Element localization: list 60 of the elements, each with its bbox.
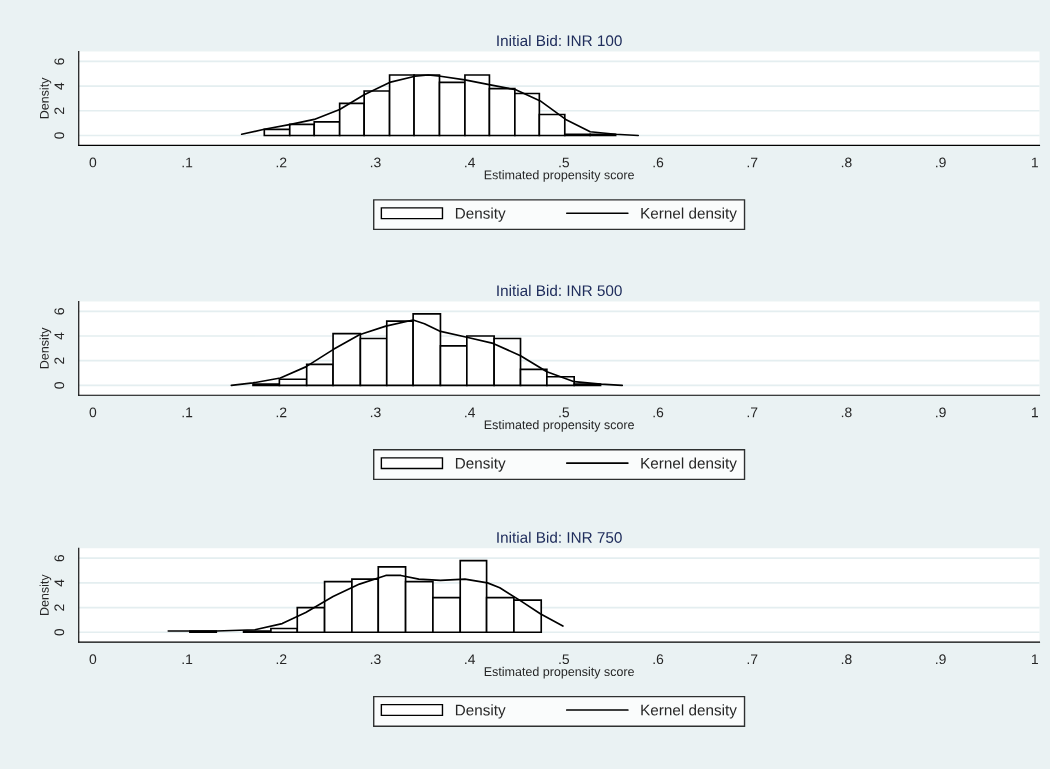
x-tick-label: .6 (653, 654, 664, 665)
y-axis-title: Density (39, 574, 52, 616)
chart-title: Initial Bid: INR 100 (497, 34, 622, 47)
x-tick-label: .3 (370, 654, 381, 665)
y-tick-label: 6 (54, 58, 65, 65)
y-axis-title: Density (39, 327, 52, 369)
chart-title: Initial Bid: INR 500 (497, 284, 622, 297)
y-tick-label: 2 (54, 357, 65, 364)
y-tick-label: 0 (54, 132, 65, 139)
legend-label: Density (455, 207, 506, 222)
x-tick-label: .2 (276, 407, 287, 418)
x-tick-label: .7 (747, 407, 758, 418)
x-tick-label: .2 (276, 654, 287, 664)
x-tick-label: .9 (936, 654, 946, 665)
x-tick-label: 1 (1031, 157, 1038, 168)
legend-label: Kernel density (641, 704, 737, 719)
x-tick-label: 0 (89, 157, 97, 168)
x-tick-label: .1 (182, 654, 193, 664)
legend-label: Density (455, 704, 506, 719)
x-tick-label: .1 (182, 407, 193, 418)
x-tick-label: .4 (465, 654, 476, 664)
y-tick-label: 2 (54, 107, 65, 114)
legend-label: Kernel density (641, 457, 737, 472)
x-tick-label: .4 (465, 407, 476, 418)
y-tick-label: 0 (54, 382, 65, 389)
x-axis-title: Estimated propensity score (484, 420, 634, 432)
x-tick-label: .9 (936, 157, 946, 168)
chart-title: Initial Bid: INR 750 (497, 531, 622, 543)
x-tick-label: .7 (747, 654, 758, 664)
x-tick-label: .8 (841, 157, 852, 168)
x-axis-title: Estimated propensity score (484, 170, 634, 182)
x-tick-label: .3 (370, 157, 381, 168)
legend-label: Kernel density (641, 207, 737, 222)
x-tick-label: 0 (89, 407, 97, 418)
x-tick-label: 1 (1031, 407, 1038, 418)
y-tick-label: 6 (54, 554, 65, 562)
x-tick-label: .5 (559, 407, 570, 418)
x-tick-label: .7 (747, 157, 758, 168)
y-tick-label: 2 (54, 604, 65, 611)
x-tick-label: .1 (182, 157, 193, 168)
x-axis-title: Estimated propensity score (484, 666, 634, 679)
x-tick-label: .5 (559, 654, 570, 665)
y-axis-title: Density (39, 77, 52, 119)
y-tick-label: 4 (54, 332, 65, 340)
y-tick-label: 6 (54, 308, 65, 315)
x-tick-label: .4 (465, 157, 476, 168)
x-tick-label: .8 (841, 654, 852, 665)
x-tick-label: .2 (276, 157, 287, 168)
x-tick-label: .3 (370, 407, 381, 418)
y-tick-label: 4 (54, 579, 65, 587)
x-tick-label: 0 (89, 654, 97, 665)
legend-label: Density (455, 457, 506, 472)
y-tick-label: 0 (54, 628, 65, 636)
x-tick-label: .9 (936, 407, 946, 418)
x-tick-label: .5 (559, 157, 570, 168)
x-tick-label: .8 (841, 407, 852, 418)
x-tick-label: .6 (653, 157, 664, 168)
y-tick-label: 4 (54, 82, 65, 90)
x-tick-label: .6 (653, 407, 664, 418)
x-tick-label: 1 (1031, 654, 1038, 664)
